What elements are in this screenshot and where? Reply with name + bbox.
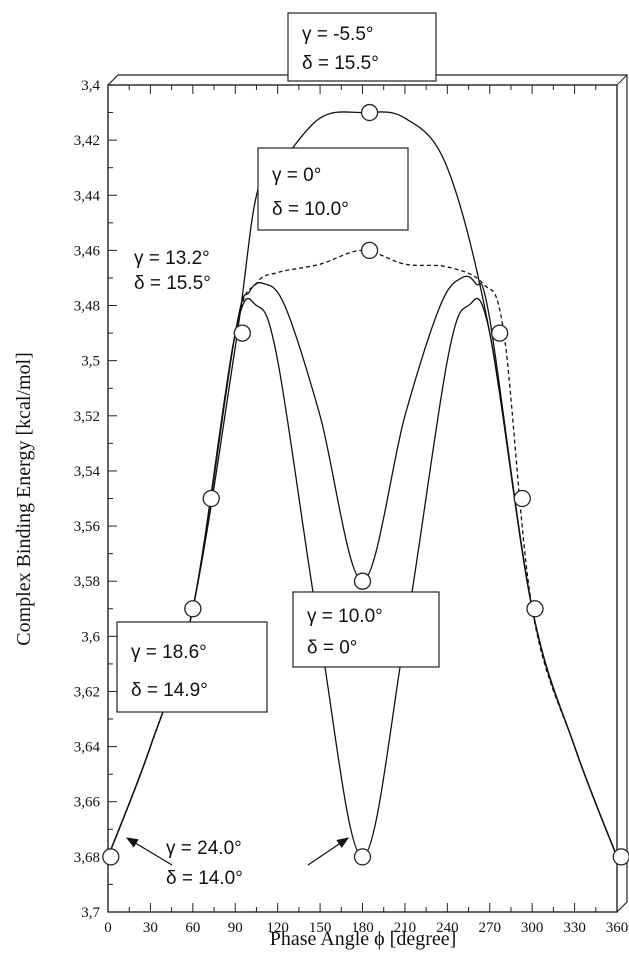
- annotation-delta: δ = 15.5°: [134, 273, 211, 294]
- annotation-arrow-left: [125, 837, 173, 866]
- x-tick-label: 90: [228, 920, 243, 936]
- data-marker: [353, 572, 372, 590]
- annotation-box: [292, 591, 440, 668]
- data-marker: [360, 103, 379, 122]
- data-marker: [513, 489, 531, 508]
- data-marker: [612, 848, 629, 866]
- annotation-3: γ = 13.2° δ = 15.5°: [134, 248, 211, 294]
- axis-ticks: [107, 84, 618, 913]
- annotation-delta: δ = 10.0°: [272, 199, 349, 220]
- x-tick-label: 60: [185, 920, 200, 936]
- y-tick-label: 3,48: [74, 299, 100, 315]
- data-marker: [202, 489, 220, 508]
- data-markers: [102, 103, 629, 866]
- annotation-1: γ = -5.5° δ = 15.5°: [287, 12, 437, 82]
- annotation-6: γ = 24.0° δ = 14.0°: [166, 838, 243, 889]
- y-tick-label: 3,58: [74, 574, 100, 590]
- y-tick-label: 3,42: [74, 133, 100, 149]
- x-tick-label: 240: [436, 920, 459, 936]
- x-tick-label: 300: [521, 920, 544, 936]
- frame-corner: [616, 74, 628, 86]
- y-tick-label: 3,6: [81, 629, 100, 645]
- y-tick-label: 3,64: [74, 740, 101, 756]
- annotation-box: [257, 147, 409, 231]
- x-tick-label: 180: [351, 920, 374, 936]
- series-line-2: [107, 249, 618, 858]
- annotation-delta: δ = 14.9°: [131, 680, 208, 701]
- x-tick-label: 120: [266, 920, 289, 936]
- x-tick-label: 210: [394, 920, 417, 936]
- x-axis-title: Phase Angle ϕ [degree]: [270, 928, 457, 950]
- x-tick-label: 0: [104, 920, 112, 936]
- annotation-delta: δ = 14.0°: [166, 868, 243, 889]
- y-tick-label: 3,44: [74, 188, 101, 204]
- y-tick-label: 3,62: [74, 684, 100, 700]
- y-tick-label: 3,46: [74, 243, 101, 259]
- annotation-box: [116, 621, 268, 713]
- y-tick-label: 3,7: [81, 905, 100, 921]
- annotation-arrow-right: [307, 837, 349, 866]
- x-tick-label: 150: [309, 920, 332, 936]
- x-tick-label: 330: [563, 920, 586, 936]
- axis-tick-labels: 0 30 60 90 120 150 180 210 240 270 300 330 360 3,4 3,4…: [74, 78, 629, 936]
- annotation-delta: δ = 15.5°: [302, 53, 379, 74]
- data-marker: [184, 600, 202, 618]
- data-marker: [233, 324, 251, 342]
- annotation-gamma: γ = 13.2°: [134, 248, 210, 269]
- y-tick-label: 3,56: [74, 519, 101, 535]
- annotation-gamma: γ = 18.6°: [131, 642, 207, 663]
- series-line-3: [107, 275, 618, 858]
- data-marker: [353, 848, 372, 866]
- y-axis-title: Complex Binding Energy [kcal/mol]: [13, 352, 35, 645]
- annotation-gamma: γ = 10.0°: [307, 606, 383, 627]
- annotation-gamma: γ = 0°: [272, 165, 321, 186]
- data-marker: [102, 848, 120, 866]
- x-tick-label: 270: [479, 920, 502, 936]
- y-tick-label: 3,68: [74, 850, 100, 866]
- annotation-2: γ = 0° δ = 10.0°: [257, 147, 409, 231]
- y-tick-label: 3,54: [74, 464, 101, 480]
- data-marker: [490, 324, 509, 342]
- annotation-gamma: γ = -5.5°: [302, 24, 374, 45]
- annotation-box: [287, 12, 437, 82]
- annotation-5: γ = 18.6° δ = 14.9°: [116, 621, 268, 713]
- data-marker: [360, 241, 379, 260]
- data-marker: [526, 600, 544, 618]
- x-tick-label: 360: [606, 920, 629, 936]
- y-tick-label: 3,52: [74, 409, 100, 425]
- y-tick-label: 3,66: [74, 795, 101, 811]
- x-tick-label: 30: [143, 920, 158, 936]
- y-tick-label: 3,5: [81, 354, 100, 370]
- annotations: γ = -5.5° δ = 15.5° γ = 0° δ = 10.0° γ = 13.…: [116, 12, 440, 889]
- annotation-gamma: γ = 24.0°: [166, 838, 242, 859]
- y-tick-label: 3,4: [81, 78, 100, 94]
- annotation-delta: δ = 0°: [307, 638, 357, 659]
- annotation-4: γ = 10.0° δ = 0°: [292, 591, 440, 668]
